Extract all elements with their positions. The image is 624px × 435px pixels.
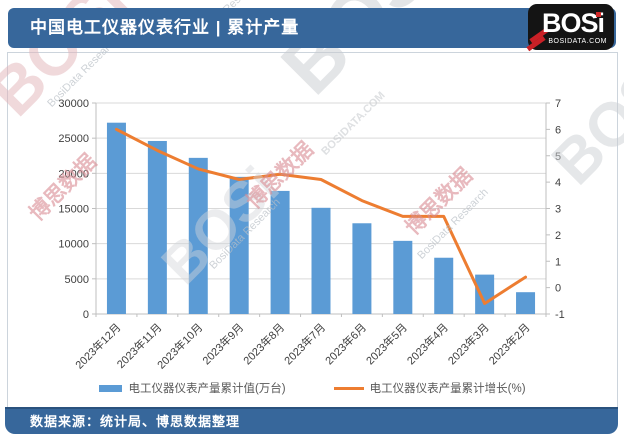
- legend-item-line-series: 电工仪器仪表产量累计增长(%): [333, 380, 526, 396]
- svg-text:10000: 10000: [58, 239, 89, 251]
- svg-text:2023年3月: 2023年3月: [445, 320, 492, 367]
- svg-text:2023年4月: 2023年4月: [404, 320, 451, 367]
- footer-bar: 数据来源：统计局、博思数据整理: [5, 407, 618, 434]
- svg-text:5000: 5000: [65, 274, 89, 286]
- bar-series-swatch-icon: [99, 384, 123, 392]
- bar-series-label: 电工仪器仪表产量累计值(万台): [128, 383, 286, 395]
- line-series-label: 电工仪器仪表产量累计增长(%): [369, 383, 526, 395]
- svg-text:2023年7月: 2023年7月: [281, 320, 328, 367]
- svg-text:20000: 20000: [58, 168, 89, 180]
- svg-text:4: 4: [555, 177, 561, 189]
- svg-text:1: 1: [555, 256, 561, 268]
- svg-text:6: 6: [555, 124, 561, 136]
- svg-text:25000: 25000: [58, 133, 89, 145]
- line-series-swatch-icon: [333, 386, 364, 390]
- chart-panel: 0 5000 10000 15000 20000 25000 30000 -1 0 1 2 3 4 5 6 7…: [7, 52, 618, 409]
- svg-text:0: 0: [83, 309, 89, 321]
- chart-legend: 电工仪器仪表产量累计值(万台) 电工仪器仪表产量累计增长(%): [8, 380, 617, 396]
- svg-text:2023年2月: 2023年2月: [486, 320, 533, 367]
- svg-text:-1: -1: [555, 309, 565, 321]
- bosi-logo: BOSi BOSIDATA.COM: [526, 4, 614, 52]
- logo-domain: BOSIDATA.COM: [548, 38, 607, 45]
- svg-text:7: 7: [555, 98, 561, 110]
- svg-text:0: 0: [555, 283, 561, 295]
- page-title: 中国电工仪器仪表行业 | 累计产量: [30, 18, 300, 37]
- svg-text:2023年8月: 2023年8月: [240, 320, 287, 367]
- svg-text:2023年5月: 2023年5月: [363, 320, 410, 367]
- svg-text:5: 5: [555, 151, 561, 163]
- svg-text:2023年9月: 2023年9月: [199, 320, 246, 367]
- title-bar: 中国电工仪器仪表行业 | 累计产量 BOSi BOSIDATA.COM: [8, 4, 616, 52]
- logo-wordmark: BOSi: [542, 8, 605, 38]
- logo-dot-icon: [596, 12, 601, 17]
- svg-text:2: 2: [555, 230, 561, 242]
- svg-text:2023年6月: 2023年6月: [322, 320, 369, 367]
- svg-text:30000: 30000: [58, 98, 89, 110]
- data-source-note: 数据来源：统计局、博思数据整理: [30, 414, 241, 429]
- legend-item-bar-series: 电工仪器仪表产量累计值(万台): [99, 380, 286, 396]
- svg-text:15000: 15000: [58, 204, 89, 216]
- svg-text:3: 3: [555, 204, 561, 216]
